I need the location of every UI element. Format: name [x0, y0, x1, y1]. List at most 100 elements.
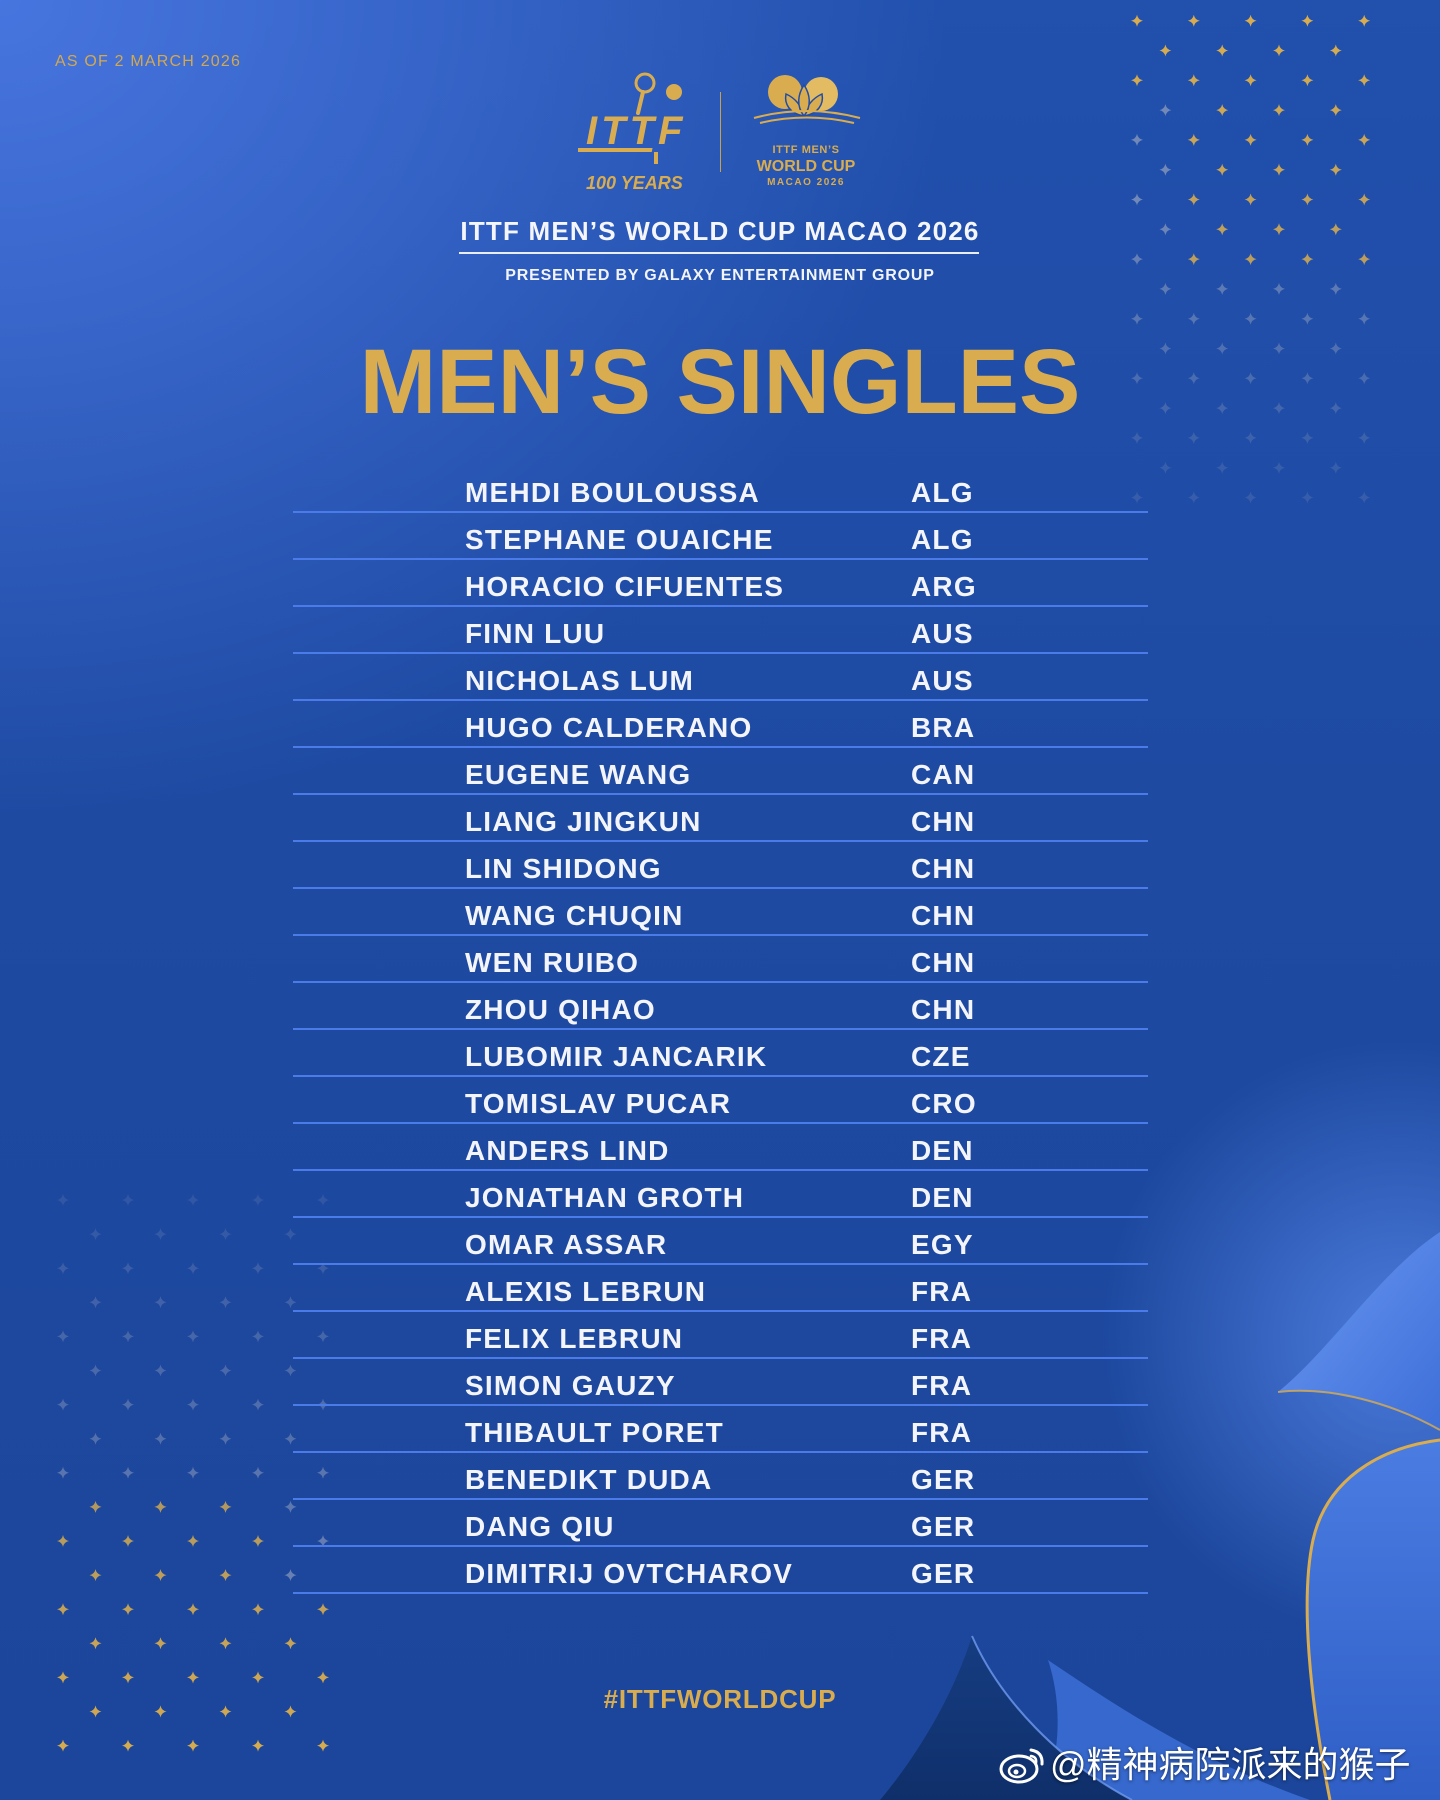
player-name: LIN SHIDONG	[465, 853, 662, 884]
player-row: NICHOLAS LUM AUS	[293, 654, 1148, 701]
sparkle-star	[1329, 282, 1342, 295]
weibo-icon	[999, 1748, 1044, 1784]
sparkle-star	[1159, 163, 1172, 176]
sparkle-star	[1301, 193, 1314, 206]
sparkle-star	[187, 1330, 199, 1343]
sparkle-star	[122, 1398, 134, 1411]
player-country: GER	[911, 1558, 976, 1589]
sparkle-star	[1358, 14, 1371, 27]
player-name: BENEDIKT DUDA	[465, 1464, 713, 1495]
sparkle-star	[1244, 133, 1257, 146]
player-name: EUGENE WANG	[465, 759, 692, 790]
sparkle-star	[57, 1330, 69, 1343]
right-wave-gold-edge	[1305, 1438, 1440, 1800]
player-name: ANDERS LIND	[465, 1135, 670, 1166]
ball-icon	[666, 84, 682, 100]
sparkle-star	[219, 1296, 232, 1309]
player-country: FRA	[911, 1276, 973, 1307]
player-row: LUBOMIR JANCARIK CZE	[293, 1030, 1148, 1077]
player-country: GER	[911, 1511, 976, 1542]
player-name: HORACIO CIFUENTES	[465, 571, 785, 602]
sparkle-star	[154, 1637, 167, 1650]
player-name: ZHOU QIHAO	[465, 994, 656, 1025]
player-row: LIANG JINGKUN CHN	[293, 795, 1148, 842]
sparkle-star	[1216, 282, 1229, 295]
player-row: FELIX LEBRUN FRA	[293, 1312, 1148, 1359]
sparkle-star	[57, 1535, 69, 1547]
player-name: DANG QIU	[465, 1511, 615, 1542]
player-row: WANG CHUQIN CHN	[293, 889, 1148, 936]
sparkle-star	[252, 1603, 264, 1616]
sparkle-star	[1301, 253, 1314, 266]
sparkle-star	[1358, 74, 1371, 87]
sparkle-star	[187, 1398, 199, 1411]
sparkle-star	[187, 1603, 199, 1616]
player-row: WEN RUIBO CHN	[293, 936, 1148, 983]
player-row: JONATHAN GROTH DEN	[293, 1171, 1148, 1218]
sparkle-star	[284, 1569, 297, 1582]
player-country: EGY	[911, 1229, 974, 1260]
sparkle-star	[187, 1535, 199, 1547]
sparkle-star	[219, 1569, 232, 1582]
sparkle-star	[1358, 372, 1371, 385]
table-icon	[578, 148, 653, 152]
sparkle-star	[1159, 402, 1172, 415]
sparkle-star	[1329, 104, 1342, 117]
sparkle-star	[1187, 74, 1200, 87]
player-row: ANDERS LIND DEN	[293, 1124, 1148, 1171]
sparkle-star	[284, 1296, 297, 1309]
player-row: THIBAULT PORET FRA	[293, 1406, 1148, 1453]
sparkle-star	[219, 1364, 232, 1377]
player-name: ALEXIS LEBRUN	[465, 1276, 707, 1307]
player-country: AUS	[911, 665, 974, 696]
event-title: ITTF MEN’S WORLD CUP MACAO 2026	[460, 216, 980, 246]
player-country: ALG	[911, 524, 974, 555]
sparkle-star	[1358, 253, 1371, 266]
world-cup-logo-line3: MACAO 2026	[767, 177, 845, 188]
sparkle-star	[89, 1637, 102, 1650]
sparkle-star	[317, 1466, 329, 1479]
sparkle-star	[1187, 14, 1200, 27]
presented-by: PRESENTED BY GALAXY ENTERTAINMENT GROUP	[505, 267, 935, 284]
sparkle-star	[1244, 372, 1257, 385]
sparkle-star	[1187, 372, 1200, 385]
sparkle-star	[57, 1739, 69, 1752]
sparkle-star	[89, 1364, 102, 1377]
sparkle-star	[1216, 402, 1229, 415]
player-row: DIMITRIJ OVTCHAROV GER	[293, 1547, 1148, 1594]
sparkle-star	[1216, 163, 1229, 176]
bottom-dark-petal-edge	[971, 1635, 1133, 1800]
sparkle-star	[154, 1500, 167, 1513]
sparkle-star	[1159, 282, 1172, 295]
sparkle-star	[317, 1262, 329, 1275]
player-name: NICHOLAS LUM	[465, 665, 695, 696]
sparkle-star	[187, 1739, 199, 1752]
ittf-wordmark: ITTF	[586, 109, 686, 153]
sparkle-star	[284, 1637, 297, 1650]
world-cup-logo: ITTF MEN’S WORLD CUP MACAO 2026	[753, 75, 861, 188]
sparkle-star	[252, 1466, 264, 1479]
sparkle-star	[1187, 253, 1200, 266]
sparkle-star	[317, 1603, 329, 1616]
sparkle-star	[252, 1262, 264, 1275]
sparkle-star	[284, 1364, 297, 1377]
player-name: WEN RUIBO	[465, 947, 640, 978]
player-name: TOMISLAV PUCAR	[465, 1088, 732, 1119]
sparkle-star	[1131, 74, 1143, 87]
sparkle-star	[1159, 461, 1172, 474]
player-name: OMAR ASSAR	[465, 1229, 668, 1260]
player-row: HUGO CALDERANO BRA	[293, 701, 1148, 748]
player-country: CHN	[911, 806, 976, 837]
table-leg	[654, 152, 658, 164]
sparkle-star	[1358, 133, 1371, 146]
sparkle-star	[1273, 163, 1285, 176]
sparkle-star	[252, 1398, 264, 1411]
player-country: CHN	[911, 994, 976, 1025]
upper-petal	[1278, 1232, 1440, 1430]
sparkle-star	[122, 1262, 134, 1275]
player-row: HORACIO CIFUENTES ARG	[293, 560, 1148, 607]
player-name: LUBOMIR JANCARIK	[465, 1041, 768, 1072]
sparkle-star	[1131, 372, 1143, 385]
player-country: DEN	[911, 1182, 974, 1213]
player-country: CAN	[911, 759, 976, 790]
